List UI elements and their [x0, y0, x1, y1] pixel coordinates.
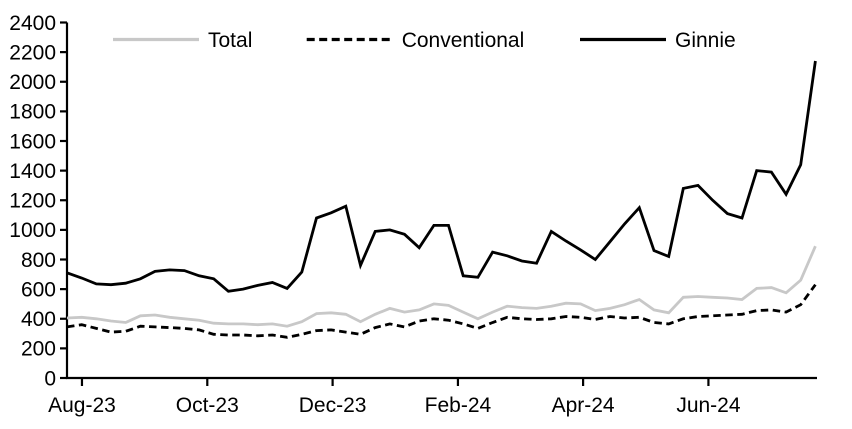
y-tick-label: 400 — [21, 308, 56, 331]
series-line-total — [66, 245, 817, 328]
y-tick-label: 2000 — [9, 71, 56, 94]
legend-label-total: Total — [208, 29, 252, 52]
y-tick-label: 1000 — [9, 219, 56, 242]
x-tick-label: Feb-24 — [425, 394, 492, 417]
y-tick-label: 0 — [44, 367, 56, 390]
legend-label-ginnie: Ginnie — [675, 29, 736, 52]
x-tick-label: Dec-23 — [299, 394, 367, 417]
y-tick-label: 2200 — [9, 41, 56, 64]
y-tick-label: 600 — [21, 278, 56, 301]
x-tick-label: Oct-23 — [176, 394, 239, 417]
x-tick-label: Jun-24 — [676, 394, 741, 417]
y-tick-label: 800 — [21, 249, 56, 272]
x-tick-label: Aug-23 — [48, 394, 116, 417]
series-line-ginnie — [66, 60, 817, 293]
y-tick-label: 1200 — [9, 190, 56, 213]
y-tick-label: 1600 — [9, 130, 56, 153]
series-line-conventional — [66, 283, 817, 339]
y-tick-label: 2400 — [9, 12, 56, 35]
y-tick-label: 200 — [21, 338, 56, 361]
x-tick-label: Apr-24 — [552, 394, 615, 417]
legend-label-conventional: Conventional — [402, 29, 525, 52]
y-tick-label: 1800 — [9, 101, 56, 124]
y-tick-label: 1400 — [9, 160, 56, 183]
